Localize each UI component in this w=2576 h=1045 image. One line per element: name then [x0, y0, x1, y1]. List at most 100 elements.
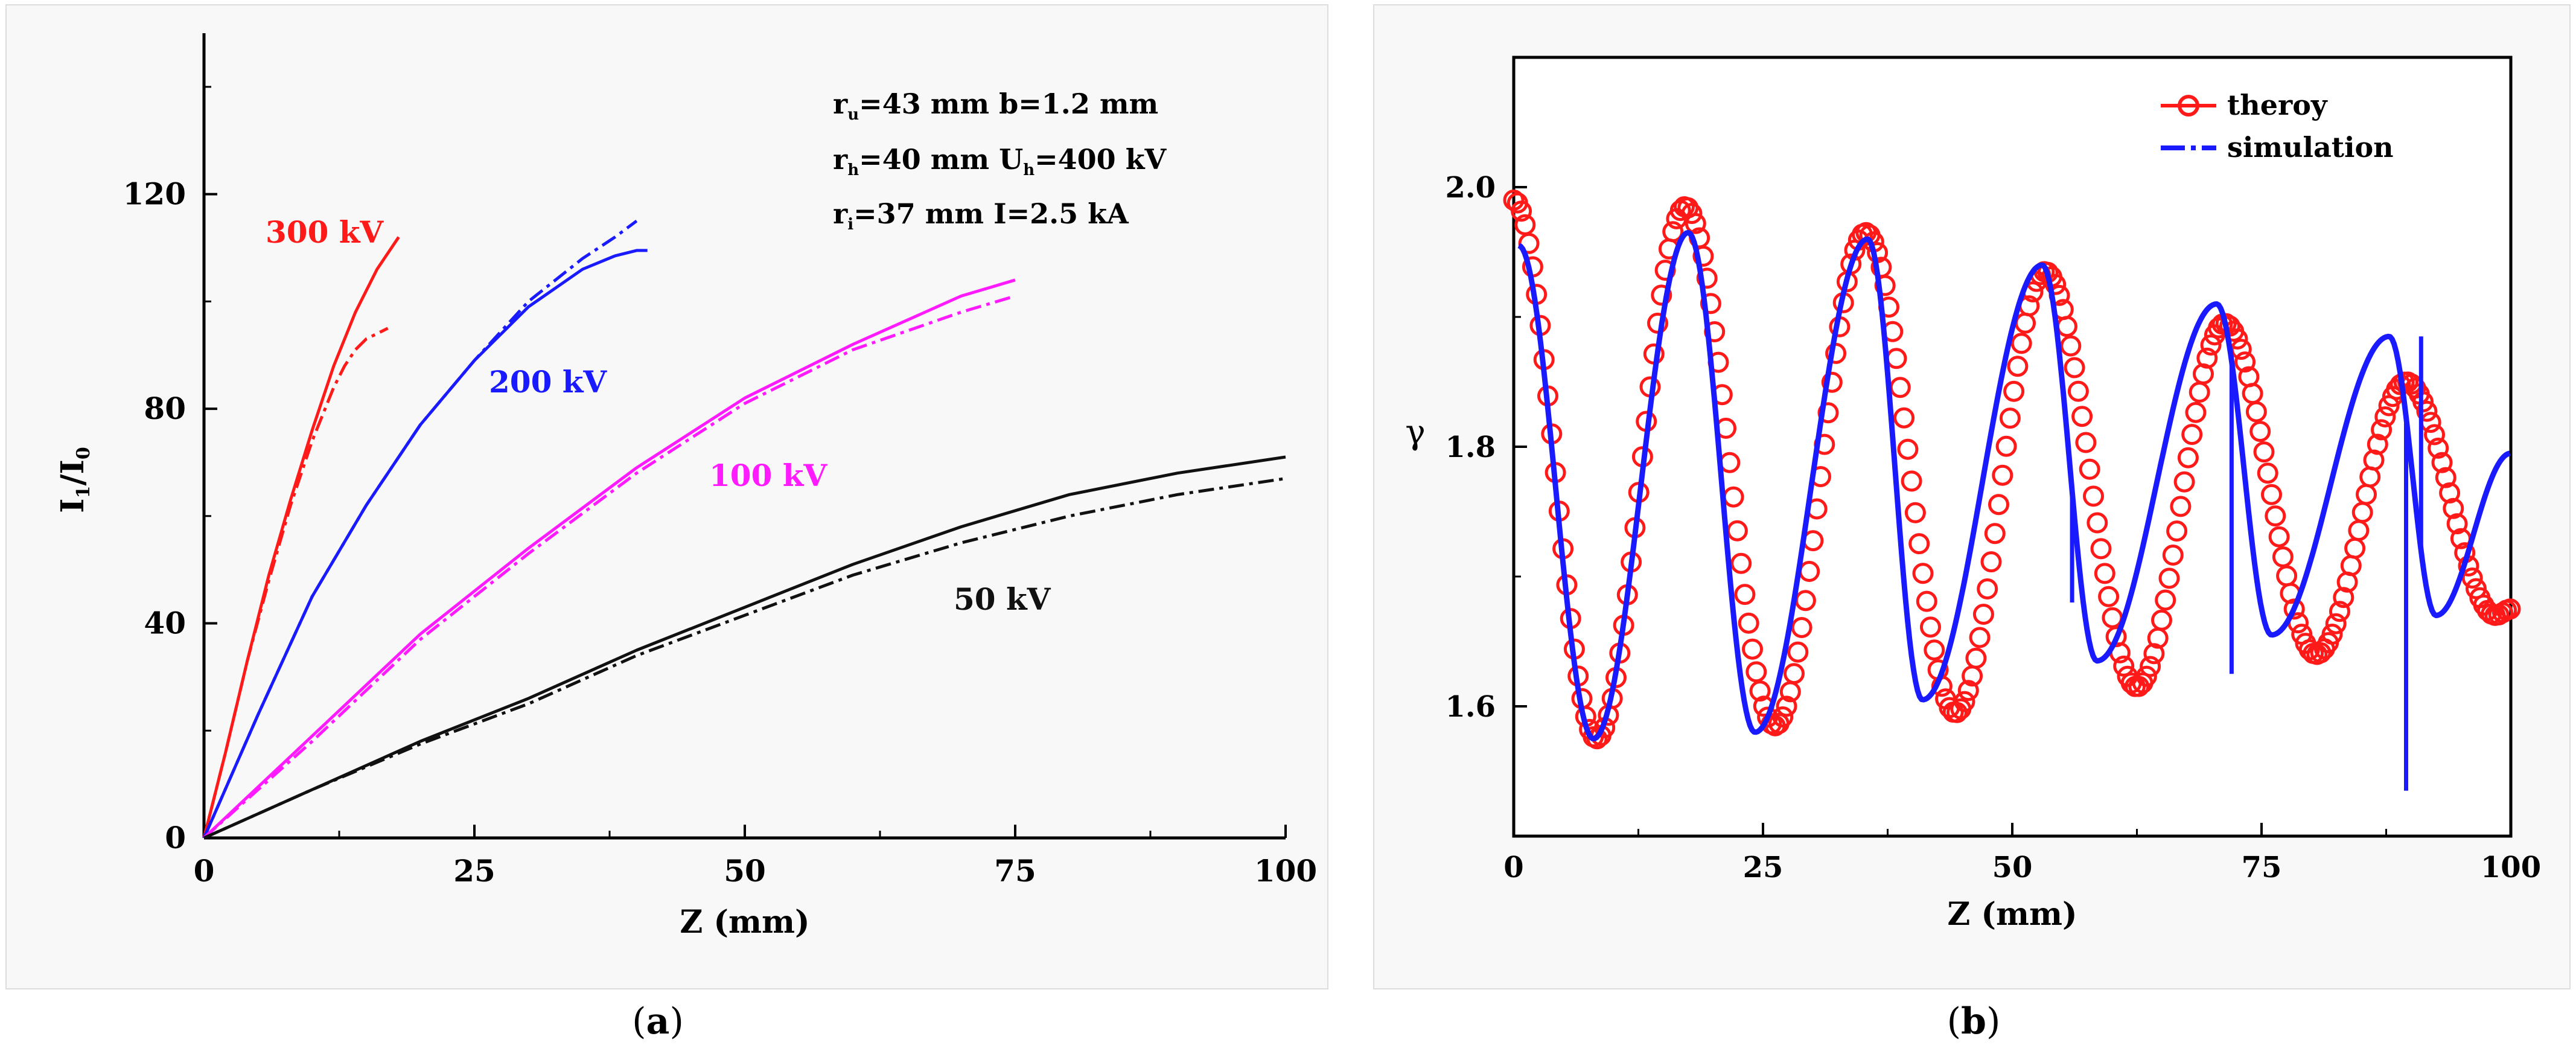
theory-marker [1700, 293, 1721, 315]
theory-marker [2173, 471, 2195, 493]
theory-marker [1730, 552, 1752, 574]
theory-marker [2261, 484, 2282, 505]
simulation-line [1517, 229, 2511, 741]
theory-marker [2135, 665, 2157, 687]
panel-a-y-tick-label: 40 [144, 606, 186, 641]
theory-marker [1734, 584, 1756, 606]
theory-marker [2200, 334, 2222, 356]
theory-marker [1912, 563, 1934, 584]
theory-marker [2094, 563, 2115, 584]
panel-a-ticks: 0 25 50 75 100 0 40 80 120 [123, 86, 1317, 889]
theory-marker [2245, 401, 2267, 423]
panel-a-x-tick-label: 75 [994, 853, 1036, 889]
theory-marker [1969, 627, 1991, 648]
theory-marker [2083, 485, 2104, 507]
theory-marker [1776, 695, 1797, 717]
theory-marker [1681, 203, 1703, 225]
theory-marker [2249, 421, 2271, 443]
panel-a-series-6 [203, 455, 1286, 840]
theory-marker [2140, 656, 2161, 677]
panel-b-x-tick-label: 0 [1503, 851, 1523, 884]
theory-marker [2428, 437, 2449, 459]
theory-marker [2321, 624, 2343, 645]
theory-marker [2087, 512, 2108, 534]
theory-marker [1738, 612, 1759, 634]
theory-marker [2416, 400, 2438, 422]
theory-marker [1908, 533, 1930, 555]
theory-marker [2374, 406, 2396, 427]
theory-marker [2162, 545, 2184, 566]
theory-marker [2367, 433, 2388, 455]
theory-marker [2257, 462, 2278, 484]
panel-b-y-tick-label: 2.0 [1445, 171, 1496, 205]
theory-marker [2268, 526, 2290, 548]
panel-b-x-tick-label: 75 [2242, 851, 2282, 884]
theory-marker [1772, 706, 1794, 727]
theory-marker [2461, 567, 2483, 589]
theory-marker [2079, 458, 2100, 480]
theory-marker [2325, 613, 2347, 634]
panel-a-x-label: Z (mm) [680, 904, 809, 941]
panel-b-x-tick-label: 100 [2481, 851, 2541, 884]
theory-marker [1647, 312, 1668, 334]
theory-marker [1685, 213, 1706, 234]
panel-b-plot-box [1512, 56, 2513, 838]
theory-marker [2113, 655, 2135, 677]
theory-marker [1920, 616, 1941, 638]
theory-marker [2010, 333, 2032, 354]
panel-a-series [202, 219, 1286, 840]
theory-marker [1984, 523, 2006, 545]
panel-a-x-tick-label: 25 [453, 853, 496, 889]
theory-marker [1904, 502, 1926, 523]
panel-a-y-tick-label: 120 [123, 176, 186, 212]
theory-marker [1745, 661, 1767, 683]
legend-simulation-label: simulation [2227, 131, 2394, 164]
panel-a-parameters: ru=43 mm b=1.2 mm rh=40 mm Uh=400 kV ri=… [833, 88, 1167, 234]
panel-a-x-tick-label: 0 [194, 853, 215, 889]
panel-a-frame [5, 4, 1328, 989]
theory-marker [2234, 351, 2256, 373]
panel-a-caption: (a) [632, 1000, 684, 1043]
theory-marker [2143, 643, 2165, 665]
theory-marker [1916, 590, 1937, 612]
theory-marker [2071, 406, 2093, 427]
theory-marker [2185, 401, 2207, 423]
theory-marker [2067, 380, 2089, 402]
panel-b-y-tick-label: 1.6 [1445, 690, 1496, 724]
theory-marker [2075, 432, 2097, 453]
theory-marker [1696, 267, 1718, 289]
theory-marker [2499, 598, 2521, 620]
theory-marker [1901, 470, 1922, 492]
theory-marker [2424, 424, 2445, 446]
theory-marker [1874, 275, 1896, 296]
theory-marker [2435, 467, 2456, 488]
panel-a-y-label: I1/I0 [54, 447, 94, 513]
panel-b-legend: theroy simulation [2161, 89, 2394, 164]
label-200kv: 200 kV [489, 364, 607, 400]
theory-marker [1511, 200, 1532, 222]
theory-marker [1957, 680, 1979, 701]
theory-marker [1692, 245, 1714, 267]
theory-marker [2283, 598, 2305, 620]
label-100kv: 100 kV [709, 458, 827, 493]
theory-marker [1999, 407, 2021, 429]
theory-marker [1965, 647, 1987, 669]
theory-marker [1972, 604, 1994, 625]
panel-b-y-tick-label: 1.8 [1445, 430, 1496, 464]
panel-a-y-tick-label: 80 [144, 391, 186, 426]
theory-marker [1924, 639, 1945, 661]
panel-a-x-tick-label: 50 [724, 853, 766, 889]
theory-marker [2045, 273, 2067, 295]
theory-marker [2064, 357, 2085, 379]
theory-marker [2007, 356, 2029, 377]
panel-a-curve-labels: 300 kV 200 kV 100 kV 50 kV [266, 214, 1051, 617]
label-300kv: 300 kV [266, 214, 384, 250]
theory-marker [2155, 589, 2176, 611]
panel-b-axes: 0 25 50 75 100 1.6 1.8 2.0 theroy simulation Z … [1405, 56, 2541, 933]
theory-marker [2170, 496, 2192, 517]
theory-marker [1651, 284, 1672, 306]
theory-marker [2329, 601, 2350, 622]
theory-marker [1980, 551, 2002, 573]
theory-marker [2181, 424, 2203, 446]
theory-marker [1893, 407, 1915, 429]
